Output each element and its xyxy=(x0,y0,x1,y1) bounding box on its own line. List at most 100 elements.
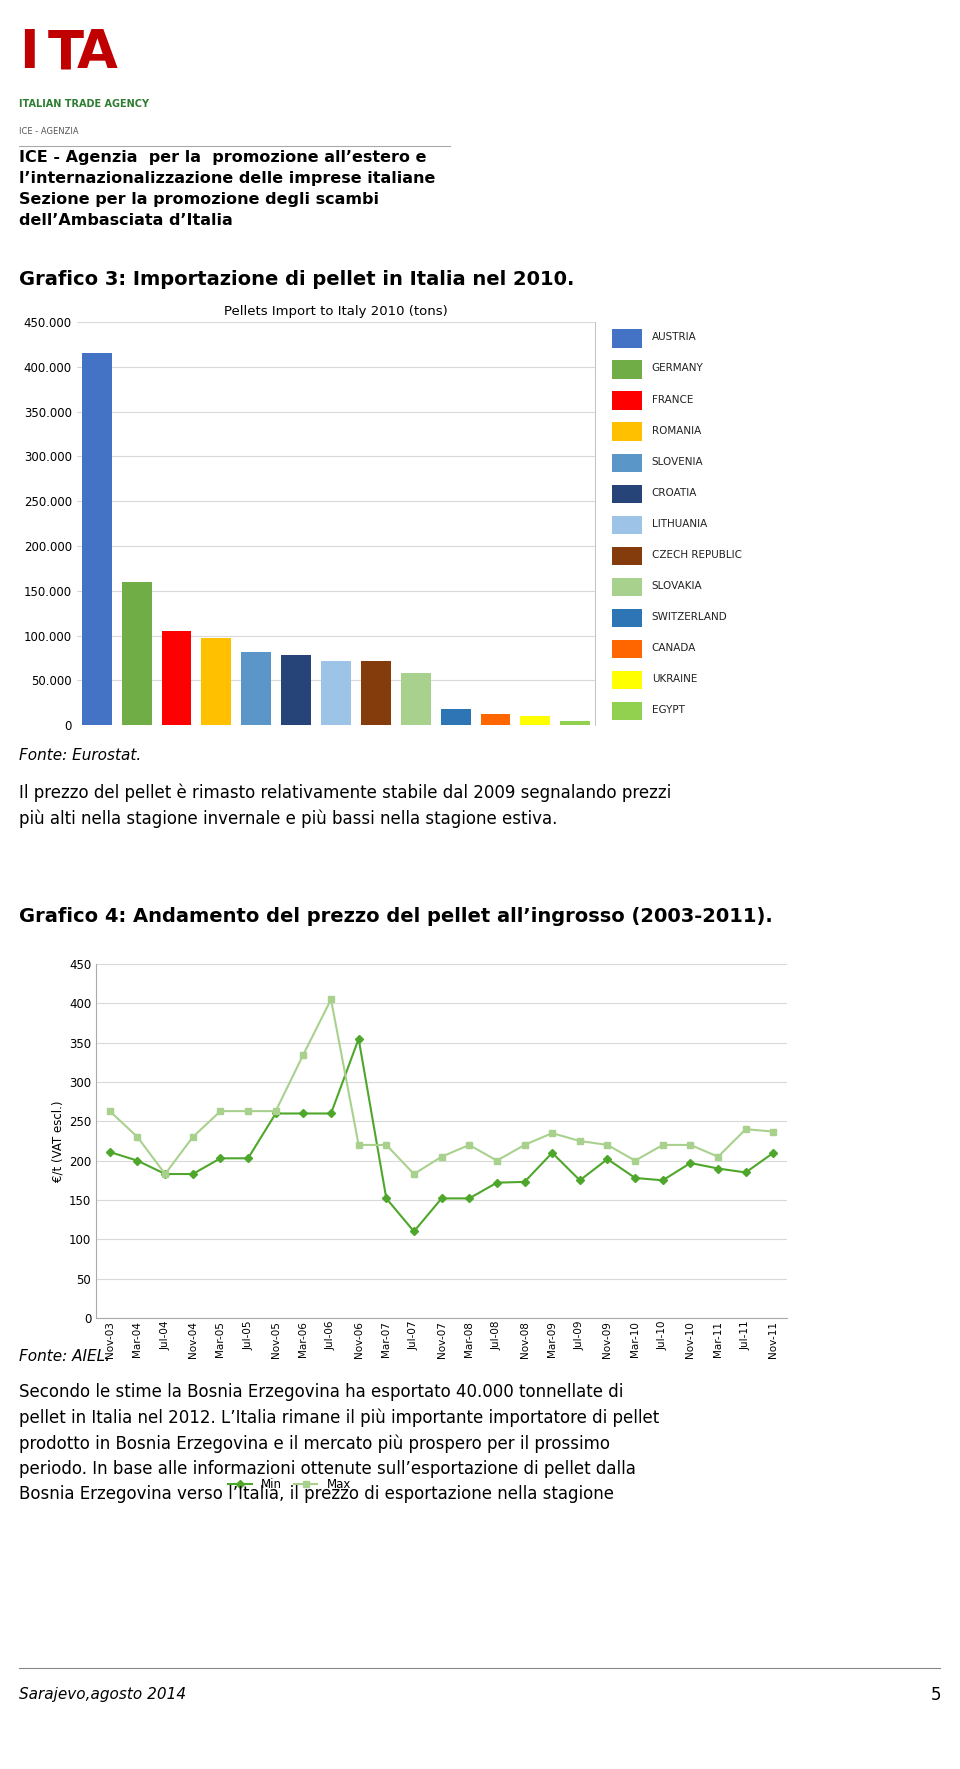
Min xyxy=(159,1164,171,1185)
Bar xyxy=(612,578,641,596)
Bar xyxy=(161,632,191,725)
Bar xyxy=(612,329,641,347)
Max xyxy=(712,1146,724,1168)
Bar xyxy=(612,391,641,410)
Max xyxy=(518,1134,530,1155)
Min xyxy=(712,1159,724,1180)
Min xyxy=(518,1171,530,1192)
Text: GERMANY: GERMANY xyxy=(652,363,704,373)
Min xyxy=(104,1141,115,1162)
Max xyxy=(104,1100,115,1122)
Max xyxy=(768,1122,780,1143)
Max xyxy=(546,1123,558,1145)
Text: CZECH REPUBLIC: CZECH REPUBLIC xyxy=(652,550,742,559)
Text: UKRAINE: UKRAINE xyxy=(652,674,697,685)
Text: SLOVAKIA: SLOVAKIA xyxy=(652,580,703,591)
Min xyxy=(492,1173,503,1194)
Text: Sarajevo,agosto 2014: Sarajevo,agosto 2014 xyxy=(19,1688,186,1702)
Min xyxy=(242,1148,253,1169)
Min xyxy=(630,1168,641,1189)
Bar xyxy=(612,453,641,472)
Bar xyxy=(481,713,511,725)
Bar xyxy=(612,515,641,534)
Text: EGYPT: EGYPT xyxy=(652,704,684,715)
Text: I: I xyxy=(19,27,38,80)
Text: A: A xyxy=(77,27,118,80)
Min xyxy=(325,1102,337,1123)
Max xyxy=(353,1134,365,1155)
Max xyxy=(436,1146,447,1168)
Bar xyxy=(520,716,550,725)
Bar xyxy=(612,670,641,688)
Text: 5: 5 xyxy=(930,1686,941,1704)
Bar xyxy=(321,662,351,725)
Text: ITALIAN TRADE AGENCY: ITALIAN TRADE AGENCY xyxy=(19,99,149,110)
Min xyxy=(546,1143,558,1164)
Min xyxy=(768,1143,780,1164)
Min xyxy=(574,1169,586,1191)
Bar xyxy=(281,655,311,725)
Text: AUSTRIA: AUSTRIA xyxy=(652,333,697,343)
Bar xyxy=(612,547,641,564)
Text: LITHUANIA: LITHUANIA xyxy=(652,518,708,529)
Text: Secondo le stime la Bosnia Erzegovina ha esportato 40.000 tonnellate di
pellet i: Secondo le stime la Bosnia Erzegovina ha… xyxy=(19,1383,660,1504)
Bar xyxy=(612,361,641,379)
Text: Fonte: Eurostat.: Fonte: Eurostat. xyxy=(19,748,141,762)
Min xyxy=(132,1150,143,1171)
Min xyxy=(602,1148,613,1169)
Min xyxy=(408,1221,420,1242)
Max xyxy=(740,1118,752,1139)
Bar xyxy=(612,485,641,502)
Max xyxy=(492,1150,503,1171)
Max xyxy=(132,1127,143,1148)
Max xyxy=(602,1134,613,1155)
Min xyxy=(380,1187,392,1208)
Y-axis label: €/t (VAT escl.): €/t (VAT escl.) xyxy=(52,1100,64,1182)
Bar xyxy=(401,674,431,725)
Text: CROATIA: CROATIA xyxy=(652,488,697,497)
Max xyxy=(408,1164,420,1185)
Min xyxy=(684,1152,696,1173)
Bar xyxy=(612,423,641,440)
Max xyxy=(684,1134,696,1155)
Text: Fonte: AIEL.: Fonte: AIEL. xyxy=(19,1350,110,1364)
Text: SLOVENIA: SLOVENIA xyxy=(652,456,704,467)
Bar xyxy=(441,709,470,725)
Max xyxy=(630,1150,641,1171)
Line: Max: Max xyxy=(108,996,776,1176)
Text: FRANCE: FRANCE xyxy=(652,394,693,405)
Min xyxy=(215,1148,227,1169)
Min xyxy=(436,1187,447,1208)
Text: CANADA: CANADA xyxy=(652,642,696,653)
Text: Il prezzo del pellet è rimasto relativamente stabile dal 2009 segnalando prezzi
: Il prezzo del pellet è rimasto relativam… xyxy=(19,784,671,828)
Max xyxy=(325,989,337,1010)
Text: ROMANIA: ROMANIA xyxy=(652,426,701,435)
Bar xyxy=(561,720,590,725)
Text: ICE - Agenzia  per la  promozione all’estero e
l’internazionalizzazione delle im: ICE - Agenzia per la promozione all’este… xyxy=(19,150,436,228)
Bar xyxy=(82,354,111,725)
Bar xyxy=(612,609,641,626)
Min xyxy=(298,1102,309,1123)
Min xyxy=(657,1169,668,1191)
Bar xyxy=(612,640,641,658)
Max xyxy=(187,1127,199,1148)
Max xyxy=(242,1100,253,1122)
Line: Min: Min xyxy=(108,1037,776,1235)
Min xyxy=(270,1102,281,1123)
Min xyxy=(353,1028,365,1049)
Bar xyxy=(361,662,391,725)
Text: Grafico 3: Importazione di pellet in Italia nel 2010.: Grafico 3: Importazione di pellet in Ita… xyxy=(19,271,575,288)
Min xyxy=(187,1164,199,1185)
Min xyxy=(464,1187,475,1208)
Max xyxy=(298,1044,309,1065)
Min xyxy=(740,1162,752,1183)
Text: ICE - AGENZIA: ICE - AGENZIA xyxy=(19,127,79,136)
Max xyxy=(215,1100,227,1122)
Max xyxy=(159,1164,171,1185)
Bar xyxy=(241,651,272,725)
Max xyxy=(270,1100,281,1122)
Text: T: T xyxy=(48,27,84,80)
Legend: Min, Max: Min, Max xyxy=(223,1474,356,1497)
Max xyxy=(574,1130,586,1152)
Max xyxy=(657,1134,668,1155)
